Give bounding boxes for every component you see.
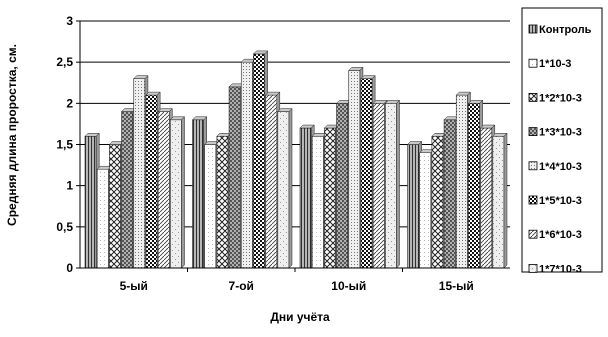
bar — [277, 111, 290, 269]
bar — [157, 111, 170, 269]
x-tick-label: 10-ый — [331, 279, 366, 293]
bar — [431, 135, 444, 269]
axes: 0 0,5 1 1,5 2 2,5 3 5-ый 7-ой 10-ый 15-ый — [56, 14, 510, 293]
bar — [360, 78, 373, 269]
bar — [348, 70, 361, 269]
bar — [480, 127, 493, 269]
legend-swatch — [528, 195, 538, 205]
bar — [145, 94, 158, 269]
bar-side — [181, 116, 185, 269]
legend-label: 1*10-3 — [539, 58, 571, 70]
bar — [84, 135, 97, 269]
y-tick-label: 1 — [66, 179, 73, 193]
y-tick-label: 0,5 — [56, 220, 73, 234]
legend-swatch — [528, 263, 538, 273]
bar — [228, 86, 241, 269]
bar — [385, 103, 397, 269]
bar — [265, 94, 278, 269]
bar — [133, 78, 146, 269]
legend-swatch — [528, 58, 538, 68]
bar — [324, 127, 336, 269]
bar — [253, 53, 265, 269]
bar — [443, 119, 456, 269]
y-tick-label: 1,5 — [56, 138, 73, 152]
bar — [299, 127, 312, 269]
x-tick-label: 5-ый — [120, 279, 148, 293]
bar — [455, 94, 468, 269]
legend-box — [521, 7, 603, 273]
legend-swatch — [528, 229, 538, 239]
bar — [96, 168, 109, 269]
legend: Контроль 1*10-3 1*2*10-3 1*3*10-3 1*4*10-3 1*… — [521, 7, 603, 275]
y-tick-label: 2 — [66, 96, 73, 110]
bar — [240, 61, 253, 269]
legend-label: 1*5*10-3 — [539, 195, 582, 207]
y-tick-label: 0 — [66, 261, 73, 275]
legend-label: Контроль — [539, 24, 592, 36]
legend-swatch — [528, 24, 538, 34]
bar — [192, 119, 204, 269]
x-tick-label: 15-ый — [439, 279, 474, 293]
bar — [121, 111, 134, 269]
legend-label: 1*3*10-3 — [539, 127, 582, 139]
legend-label: 1*7*10-3 — [539, 263, 582, 275]
bar — [407, 144, 419, 269]
y-tick-label: 3 — [66, 14, 73, 28]
bar-side — [503, 132, 508, 269]
y-axis-label: Средняя длина проростка, см. — [5, 44, 19, 226]
bar — [204, 144, 217, 269]
legend-swatch — [528, 93, 538, 102]
bar — [170, 119, 182, 269]
y-tick-label: 2,5 — [56, 55, 73, 69]
bar — [419, 152, 432, 269]
legend-swatch — [528, 127, 538, 136]
bar — [109, 144, 121, 269]
bar — [216, 135, 229, 269]
legend-label: 1*6*10-3 — [539, 229, 582, 241]
bar — [311, 135, 324, 269]
bar — [492, 135, 505, 269]
bar — [372, 103, 385, 269]
legend-label: 1*2*10-3 — [539, 92, 582, 104]
bars — [84, 50, 508, 269]
bar — [336, 103, 349, 269]
legend-label: 1*4*10-3 — [539, 161, 582, 173]
bar-side — [396, 99, 400, 269]
x-axis-label: Дни учёта — [270, 310, 330, 324]
bar-side — [288, 107, 293, 269]
x-tick-label: 7-ой — [229, 279, 254, 293]
bar — [468, 103, 480, 269]
legend-swatch — [528, 161, 538, 171]
